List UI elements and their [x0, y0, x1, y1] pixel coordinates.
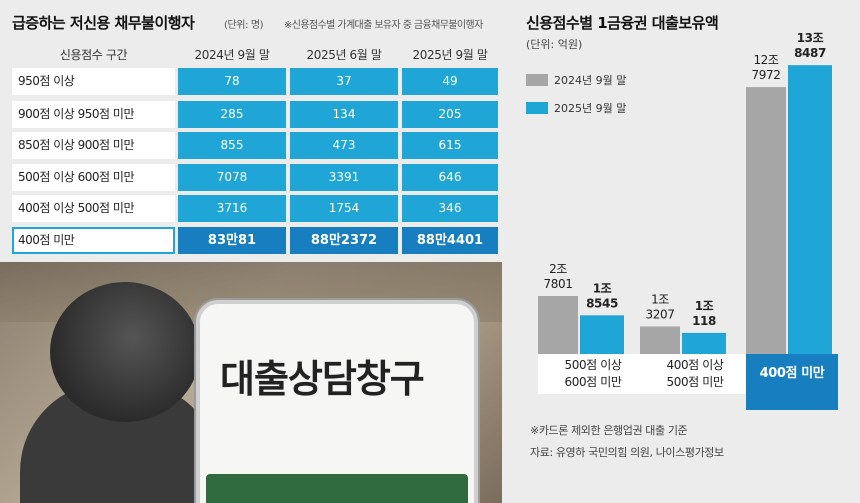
table-cell: 285: [178, 101, 286, 128]
photo-sign-base: [206, 474, 468, 503]
bar-2024-2: [746, 87, 786, 354]
category-label-line: 400점 이상: [666, 358, 724, 372]
table-cell-highlight: 83만81: [178, 227, 286, 254]
bar-2024-0: [538, 296, 578, 354]
table-title: 급증하는 저신용 채무불이행자: [12, 14, 195, 32]
table-cell: 37: [290, 68, 398, 95]
table-cell: 3391: [290, 164, 398, 191]
chart-title: 신용점수별 1금융권 대출보유액: [526, 14, 719, 32]
category-label: 500점 이상 600점 미만: [538, 354, 648, 394]
table-cell: 646: [402, 164, 498, 191]
row-label: 500점 이상 600점 미만: [12, 164, 175, 191]
row-label: 950점 이상: [12, 68, 175, 95]
photo-person-head: [50, 282, 200, 422]
legend-swatch-gray: [526, 74, 548, 86]
legend-item-2024: 2024년 9월 말: [526, 72, 626, 88]
category-label-highlight: 400점 미만: [746, 354, 838, 410]
table-unit: (단위: 명): [224, 20, 264, 31]
header-2025-sep: 2025년 9월 말: [412, 48, 488, 62]
table-cell: 49: [402, 68, 498, 95]
bar-2025-2: [788, 65, 832, 354]
chart-footnote: ※카드론 제외한 은행업권 대출 기준: [530, 424, 688, 437]
bar-value-label: 2조: [549, 262, 567, 276]
bar-value-label: 12조: [753, 53, 778, 67]
legend-label: 2024년 9월 말: [554, 74, 627, 87]
category-label-line: 500점 미만: [666, 375, 724, 389]
bar-value-label: 7801: [544, 277, 573, 291]
category-label-line: 600점 미만: [564, 375, 622, 389]
bar-value-label: 118: [692, 314, 716, 328]
table-cell: 7078: [178, 164, 286, 191]
table-cell: 855: [178, 132, 286, 159]
table-cell: 3716: [178, 195, 286, 222]
header-2024-sep: 2024년 9월 말: [194, 48, 270, 62]
photo-loan-counter: 대출상담창구: [0, 262, 502, 503]
row-label: 900점 이상 950점 미만: [12, 101, 175, 128]
table-cell: 78: [178, 68, 286, 95]
photo-sign: 대출상담창구: [196, 300, 478, 503]
category-label: 400점 이상 500점 미만: [640, 354, 750, 394]
bar-2025-0: [580, 315, 624, 354]
legend-swatch-blue: [526, 102, 548, 114]
bar-2025-1: [682, 332, 726, 354]
table-cell: 1754: [290, 195, 398, 222]
header-score-range: 신용점수 구간: [59, 48, 128, 62]
category-label-line: 500점 이상: [564, 358, 622, 372]
header-2025-jun: 2025년 6월 말: [306, 48, 382, 62]
photo-sign-text: 대출상담창구: [220, 357, 425, 401]
category-label-line: 400점 미만: [759, 366, 825, 381]
table-cell: 615: [402, 132, 498, 159]
bar-value-label: 8545: [586, 296, 618, 310]
row-label: 400점 이상 500점 미만: [12, 195, 175, 222]
bar-2024-1: [640, 326, 680, 354]
table-cell: 205: [402, 101, 498, 128]
chart-unit: (단위: 억원): [526, 38, 583, 51]
bar-value-label: 8487: [794, 46, 826, 60]
bar-value-label: 3207: [646, 307, 675, 321]
row-label-highlight: 400점 미만: [12, 227, 175, 254]
table-cell: 346: [402, 195, 498, 222]
table-cell: 134: [290, 101, 398, 128]
row-label: 850점 이상 900점 미만: [12, 132, 175, 159]
table-note: ※신용점수별 가계대출 보유자 중 금융채무불이행자: [284, 20, 483, 31]
bar-value-label: 13조: [797, 31, 824, 45]
bar-value-label: 1조: [593, 281, 612, 295]
table-cell: 473: [290, 132, 398, 159]
legend-label: 2025년 9월 말: [554, 102, 627, 115]
table-cell-highlight: 88만4401: [402, 227, 498, 254]
bar-value-label: 7972: [752, 68, 781, 82]
bar-value-label: 1조: [651, 292, 669, 306]
table-cell-highlight: 88만2372: [290, 227, 398, 254]
bar-value-label: 1조: [695, 299, 714, 313]
legend-item-2025: 2025년 9월 말: [526, 100, 626, 116]
chart-source: 자료: 유영하 국민의힘 의원, 나이스평가정보: [530, 446, 724, 459]
